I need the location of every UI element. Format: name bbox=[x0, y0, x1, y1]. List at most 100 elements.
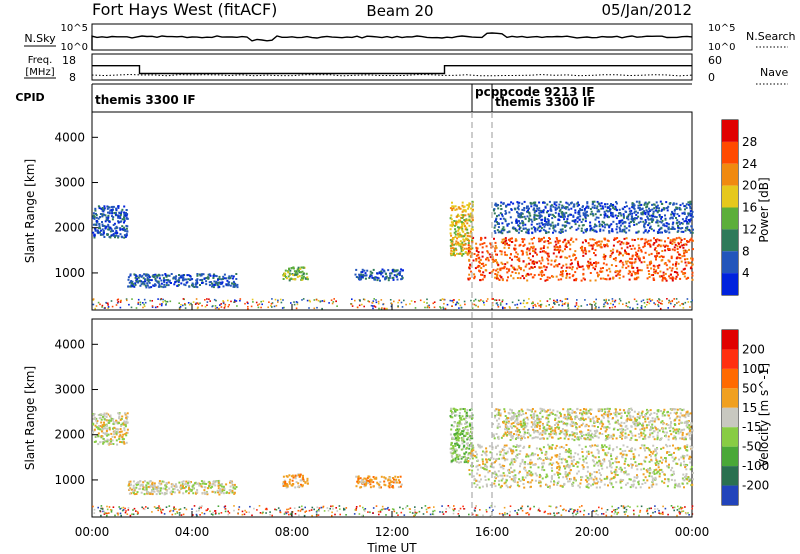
echo-region-1 bbox=[127, 273, 239, 289]
nsky-label: N.Sky bbox=[24, 32, 56, 45]
nsky-tick-top: 10^5 bbox=[61, 23, 88, 34]
xtick-label-6: 00:00 bbox=[675, 525, 710, 539]
colorbar-tick-5: 8 bbox=[742, 244, 750, 258]
ytick-label-2: 3000 bbox=[54, 176, 85, 190]
xtick-label-0: 00:00 bbox=[75, 525, 110, 539]
ytick-label-0: 1000 bbox=[54, 266, 85, 280]
colorbar-swatch-2 bbox=[722, 368, 738, 389]
nsearch-tick-bottom: 10^0 bbox=[708, 42, 735, 53]
colorbar-tick-3: 16 bbox=[742, 201, 757, 215]
nsky-series bbox=[91, 32, 693, 50]
nsearch-tick-top: 10^5 bbox=[708, 23, 735, 34]
colorbar-tick-6: 4 bbox=[742, 266, 750, 280]
freq-unit-label: [MHz] bbox=[25, 67, 54, 78]
ytick-label-1: 2000 bbox=[54, 221, 85, 235]
echo-region-6 bbox=[492, 407, 694, 442]
colorbar-tick-4: -15 bbox=[742, 420, 762, 434]
cpid-label: CPID bbox=[15, 91, 44, 104]
freq-strip-frame bbox=[91, 53, 693, 81]
echo-region-2 bbox=[282, 266, 309, 282]
colorbar-tick-2: 50 bbox=[742, 381, 757, 395]
colorbar-swatch-7 bbox=[722, 273, 738, 295]
freq-tick-top: 18 bbox=[62, 54, 76, 67]
colorbar-swatch-7 bbox=[722, 466, 738, 486]
velocity-ylabel: Slant Range [km] bbox=[23, 366, 37, 470]
nsky-tick-bottom: 10^0 bbox=[61, 42, 88, 53]
power-echoes bbox=[92, 200, 694, 310]
nave-label: Nave bbox=[760, 66, 788, 79]
echo-region-0 bbox=[92, 412, 129, 446]
power-yticks: 1000 2000 3000 4000 bbox=[54, 130, 98, 280]
colorbar-tick-0: 28 bbox=[742, 135, 757, 149]
colorbar-swatch-0 bbox=[722, 120, 738, 142]
nave-tick-top: 60 bbox=[708, 54, 722, 67]
ground-scatter-band bbox=[92, 298, 693, 310]
colorbar-swatch-6 bbox=[722, 251, 738, 274]
nsearch-label: N.Search bbox=[746, 30, 796, 43]
velocity-echoes bbox=[92, 407, 694, 517]
cpid-segment-2: themis 3300 IF bbox=[495, 95, 596, 109]
colorbar-swatch-4 bbox=[722, 207, 738, 230]
echo-region-1 bbox=[127, 479, 238, 496]
colorbar-swatch-8 bbox=[722, 485, 738, 505]
xtick-label-5: 20:00 bbox=[575, 525, 610, 539]
xtick-label-4: 16:00 bbox=[475, 525, 510, 539]
velocity-xticks: 00:00 04:00 08:00 12:00 16:00 20:00 00:00 bbox=[75, 304, 710, 539]
colorbar-swatch-1 bbox=[722, 141, 738, 164]
power-colorbar: 28 24 20 16 12 8 4 bbox=[721, 119, 757, 296]
echo-region-3 bbox=[354, 268, 404, 282]
nave-tick-bottom: 0 bbox=[708, 71, 715, 84]
colorbar-swatch-3 bbox=[722, 388, 738, 408]
colorbar-tick-6: -100 bbox=[742, 459, 769, 473]
date-label: 05/Jan/2012 bbox=[602, 1, 693, 19]
echo-region-5 bbox=[467, 236, 694, 282]
xtick-label-3: 12:00 bbox=[375, 525, 410, 539]
colorbar-swatch-5 bbox=[722, 427, 738, 447]
beam-label: Beam 20 bbox=[366, 2, 433, 20]
ytick-label-1: 2000 bbox=[54, 428, 85, 442]
colorbar-swatch-2 bbox=[722, 163, 738, 186]
echo-region-3 bbox=[355, 475, 403, 489]
cpid-segment-1: pcppcode 9213 IF bbox=[475, 85, 594, 99]
power-panel: 1000 2000 3000 4000 Slant Range [km] bbox=[23, 111, 694, 311]
colorbar-swatch-3 bbox=[722, 185, 738, 208]
colorbar-tick-7: -200 bbox=[742, 479, 769, 493]
ytick-label-3: 4000 bbox=[54, 337, 85, 351]
echo-region-4 bbox=[449, 200, 474, 257]
colorbar-tick-2: 20 bbox=[742, 179, 757, 193]
power-ylabel: Slant Range [km] bbox=[23, 159, 37, 263]
colorbar-swatch-5 bbox=[722, 229, 738, 252]
echo-region-6 bbox=[492, 200, 694, 235]
velocity-yticks: 1000 2000 3000 4000 bbox=[54, 337, 98, 487]
freq-tick-bottom: 8 bbox=[69, 71, 76, 84]
freq-series bbox=[92, 64, 692, 75]
velocity-panel: 1000 2000 3000 4000 00:00 04:00 08:00 12:00 16:… bbox=[23, 304, 709, 554]
colorbar-swatch-4 bbox=[722, 407, 738, 428]
time-axis-label: Time UT bbox=[366, 541, 417, 554]
colorbar-swatch-6 bbox=[722, 446, 738, 467]
colorbar-tick-5: -50 bbox=[742, 440, 762, 454]
ground-scatter-band bbox=[92, 505, 694, 517]
colorbar-swatch-1 bbox=[722, 349, 738, 369]
colorbar-tick-1: 100 bbox=[742, 362, 765, 376]
velocity-colorbar-label: Velocity [m s^-1] bbox=[757, 363, 771, 467]
power-colorbar-label: Power [dB] bbox=[757, 177, 771, 242]
xtick-label-2: 08:00 bbox=[275, 525, 310, 539]
colorbar-swatch-0 bbox=[722, 330, 738, 350]
echo-region-0 bbox=[92, 205, 129, 239]
ytick-label-0: 1000 bbox=[54, 473, 85, 487]
colorbar-tick-0: 200 bbox=[742, 342, 765, 356]
nave-series bbox=[91, 74, 693, 77]
cpid-segment-0: themis 3300 IF bbox=[95, 93, 196, 107]
colorbar-tick-1: 24 bbox=[742, 157, 757, 171]
xtick-label-1: 04:00 bbox=[175, 525, 210, 539]
echo-region-5 bbox=[467, 443, 694, 489]
velocity-colorbar: 200 100 50 15 -15 -50 -100 -200 bbox=[721, 329, 769, 506]
freq-label: Freq. bbox=[28, 55, 53, 66]
ytick-label-3: 4000 bbox=[54, 130, 85, 144]
echo-region-2 bbox=[282, 473, 309, 489]
ytick-label-2: 3000 bbox=[54, 383, 85, 397]
echo-region-4 bbox=[449, 407, 474, 464]
colorbar-tick-3: 15 bbox=[742, 401, 757, 415]
